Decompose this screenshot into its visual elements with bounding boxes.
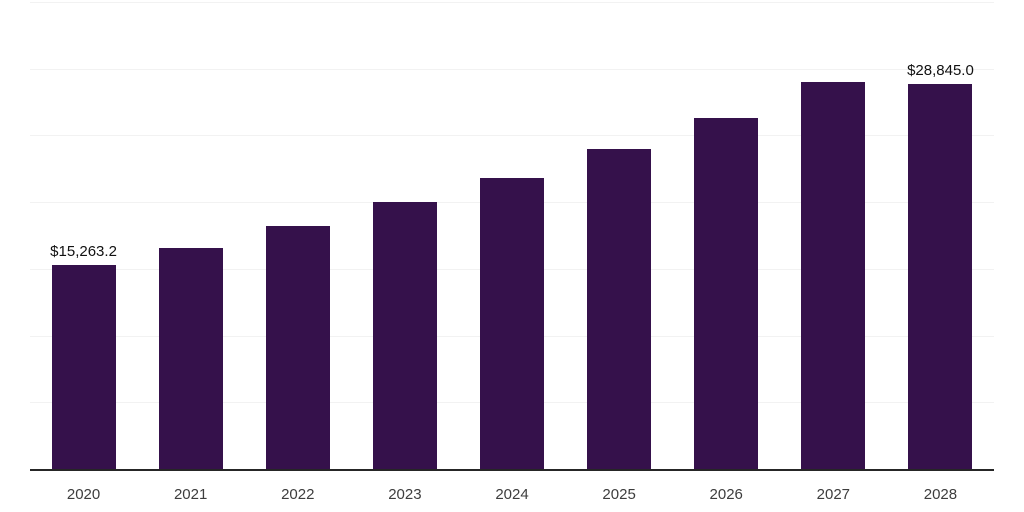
bar-2021 bbox=[158, 247, 223, 469]
x-tick-label-2027: 2027 bbox=[816, 486, 851, 503]
x-tick-label-2025: 2025 bbox=[602, 486, 636, 503]
gridline bbox=[30, 135, 994, 137]
x-tick-label-2024: 2024 bbox=[495, 486, 529, 503]
x-tick-label-2020: 2020 bbox=[66, 486, 101, 503]
bar-value-label-2020: $15,263.2 bbox=[50, 243, 117, 261]
bar-2028 bbox=[908, 84, 973, 469]
plot-area: $15,263.2 $28,845.0 bbox=[30, 2, 994, 471]
x-tick-label-2022: 2022 bbox=[281, 486, 315, 503]
x-tick-label-2021: 2021 bbox=[173, 486, 208, 503]
gridline bbox=[30, 2, 994, 3]
bar-2026 bbox=[694, 118, 759, 469]
bar-2023 bbox=[372, 202, 437, 469]
bar-2027 bbox=[801, 81, 866, 469]
bar-2022 bbox=[265, 226, 330, 469]
bar-2025 bbox=[587, 148, 652, 469]
x-tick-label-2023: 2023 bbox=[388, 486, 422, 503]
bar-value-label-2028: $28,845.0 bbox=[907, 62, 974, 80]
bar-2020 bbox=[51, 265, 116, 469]
bar-2024 bbox=[480, 177, 544, 469]
gridline bbox=[30, 68, 994, 70]
x-tick-label-2028: 2028 bbox=[923, 486, 958, 503]
x-tick-label-2026: 2026 bbox=[709, 486, 743, 503]
